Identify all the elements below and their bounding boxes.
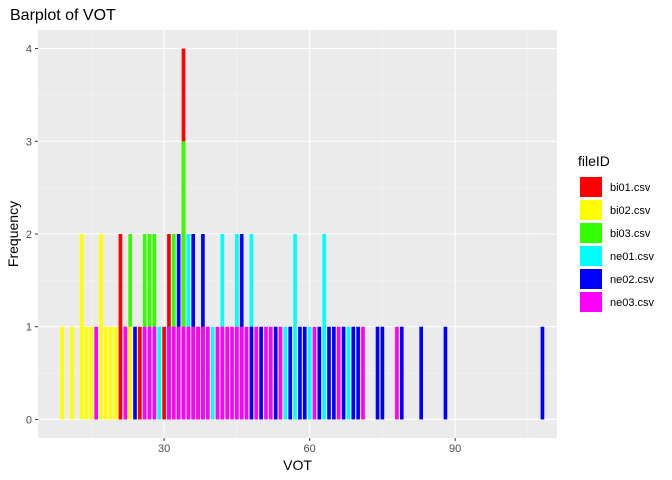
bar-ne03 (336, 326, 341, 420)
bar-ne03 (268, 326, 273, 420)
bar-ne01 (293, 234, 297, 420)
overlay-bar (94, 326, 99, 420)
legend-key (580, 292, 602, 312)
x-tick-label: 90 (449, 443, 461, 455)
bar-ne02 (298, 326, 302, 420)
y-tick-label: 4 (26, 44, 32, 56)
bar-bi02 (84, 326, 89, 420)
overlay-bar (157, 326, 162, 420)
bar-bi02 (79, 234, 84, 420)
legend-label: bi02.csv (610, 205, 651, 217)
legend-title: fileID (578, 153, 610, 169)
bar-ne01 (346, 326, 351, 420)
bar-bi02 (113, 326, 118, 420)
bar-ne02 (288, 326, 293, 420)
bar-ne01 (283, 326, 288, 420)
overlay-bar (123, 326, 128, 420)
y-tick-label: 2 (26, 229, 32, 241)
bar-bi02 (70, 326, 74, 420)
overlay-bar (147, 326, 152, 420)
bar-bi01 (138, 326, 142, 420)
overlay-bar (176, 326, 181, 420)
bar-ne01 (322, 234, 327, 420)
overlay-bar (181, 326, 186, 420)
x-axis-title: VOT (283, 457, 312, 473)
bar-ne02 (351, 326, 356, 420)
bar-ne02 (540, 326, 545, 420)
bar-ne03 (264, 326, 268, 420)
bar-ne02 (302, 326, 307, 420)
legend-key (580, 269, 602, 289)
legend-key (580, 223, 602, 243)
bar-bi02 (99, 234, 103, 420)
bar-ne02 (380, 326, 385, 420)
bar-ne01 (307, 326, 312, 420)
bar-ne03 (230, 326, 234, 420)
bar-bi03 (181, 141, 186, 420)
overlay-bar (142, 326, 147, 420)
overlay-bar (220, 326, 225, 420)
x-tick-label: 30 (158, 443, 170, 455)
y-tick-label: 0 (26, 414, 32, 426)
bar-ne03 (395, 326, 399, 420)
chart-title: Barplot of VOT (10, 7, 116, 24)
legend: fileID bi01.csv bi02.csv bi03.csv ne01.csv n… (578, 153, 655, 312)
bar-bi02 (60, 326, 65, 420)
bar-ne02 (273, 326, 278, 420)
legend-label: ne01.csv (610, 251, 655, 263)
overlay-bar (196, 326, 200, 420)
bar-ne02 (259, 326, 263, 420)
overlay-bar (239, 326, 244, 420)
bar-ne01 (210, 326, 215, 420)
legend-label: ne02.csv (610, 274, 655, 286)
legend-label: bi03.csv (610, 228, 651, 240)
bar-bi01 (118, 234, 123, 420)
y-tick-label: 1 (26, 322, 32, 334)
overlay-bar (186, 326, 191, 420)
bar-bi02 (89, 326, 94, 420)
overlay-bar (171, 326, 176, 420)
overlay-bar (205, 326, 210, 420)
overlay-bar (167, 326, 171, 420)
overlay-bar (191, 326, 196, 420)
legend-label: ne03.csv (610, 297, 655, 309)
bar-bi02 (108, 326, 113, 420)
bars (60, 48, 545, 420)
x-tick-label: 60 (304, 443, 316, 455)
overlay-bar (128, 326, 132, 420)
bar-ne02 (399, 326, 404, 420)
x-axis-ticks: 30 60 90 (158, 438, 461, 455)
bar-ne02 (375, 326, 380, 420)
bar-bi02 (104, 326, 108, 420)
bar-ne03 (225, 326, 229, 420)
legend-label: bi01.csv (610, 182, 651, 194)
overlay-bar (152, 326, 157, 420)
bar-ne03 (312, 326, 317, 420)
bar-ne02 (443, 326, 448, 420)
y-axis-ticks: 0 1 2 3 4 (26, 44, 38, 426)
bar-bi01 (162, 326, 166, 420)
overlay-bar (201, 326, 205, 420)
overlay-bar (249, 326, 254, 420)
overlay-bar (235, 326, 239, 420)
legend-key (580, 200, 602, 220)
y-tick-label: 3 (26, 136, 32, 148)
bar-ne03 (254, 326, 259, 420)
bar-ne02 (341, 326, 346, 420)
bar-ne02 (332, 326, 336, 420)
bar-ne03 (361, 326, 365, 420)
bar-ne02 (419, 326, 424, 420)
y-axis-title: Frequency (5, 201, 21, 267)
overlay-bar (133, 326, 137, 420)
bar-ne02 (317, 326, 322, 420)
bar-ne03 (244, 326, 249, 420)
legend-key (580, 246, 602, 266)
bar-ne03 (278, 326, 283, 420)
bar-ne02 (327, 326, 331, 420)
legend-key (580, 177, 602, 197)
bar-ne03 (215, 326, 220, 420)
bar-ne02 (356, 326, 360, 420)
